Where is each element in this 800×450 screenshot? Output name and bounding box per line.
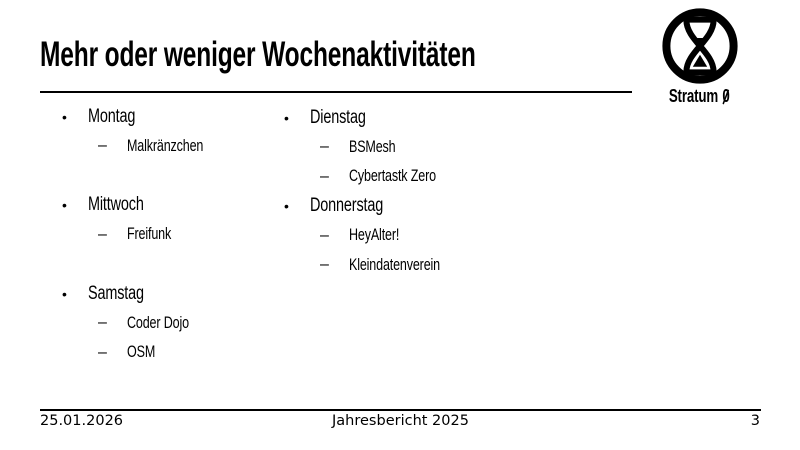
day-label: Mittwoch: [88, 194, 144, 216]
day-item-samstag: • Samstag: [58, 279, 283, 309]
day-label: Donnerstag: [310, 195, 384, 217]
footer-title: Jahresbericht 2025: [332, 413, 469, 429]
blank-line: [58, 250, 283, 280]
page-title: Mehr oder weniger Wochenaktivitäten: [40, 36, 663, 74]
title-underline: [40, 91, 632, 94]
slashed-zero-glyph: 0: [722, 86, 731, 106]
activity-item-malkraenzchen: – Malkränzchen: [58, 132, 283, 162]
dash-icon: –: [98, 343, 107, 361]
blank-line: [58, 161, 283, 191]
bullet-icon: •: [284, 109, 289, 126]
day-item-montag: • Montag: [58, 102, 283, 132]
hourglass-icon: [658, 6, 742, 86]
dash-icon: –: [320, 167, 329, 185]
page-title-text: Mehr oder weniger Wochenaktivitäten: [40, 35, 476, 74]
activity-item-cybertastk-zero: – Cybertastk Zero: [280, 162, 505, 192]
day-label: Samstag: [88, 282, 144, 304]
dash-icon: –: [98, 225, 107, 243]
day-item-dienstag: • Dienstag: [280, 103, 505, 133]
dash-icon: –: [320, 226, 329, 244]
wordmark-text: Stratum: [669, 86, 719, 106]
day-label: Dienstag: [310, 106, 366, 128]
activity-item-bsmesh: – BSMesh: [280, 133, 505, 163]
outline-left-column: • Montag – Malkränzchen • Mittwoch – Fre…: [58, 102, 283, 368]
footer-divider: [40, 409, 761, 411]
day-item-mittwoch: • Mittwoch: [58, 191, 283, 221]
bullet-icon: •: [284, 198, 289, 215]
day-item-donnerstag: • Donnerstag: [280, 192, 505, 222]
activity-item-coder-dojo: – Coder Dojo: [58, 309, 283, 339]
activity-item-heyalter: – HeyAlter!: [280, 221, 505, 251]
activity-label: Freifunk: [127, 225, 172, 244]
stratum0-logo: Stratum 0: [658, 6, 742, 107]
activity-label: BSMesh: [349, 137, 396, 156]
activity-item-freifunk: – Freifunk: [58, 220, 283, 250]
activity-item-kleindatenverein: – Kleindatenverein: [280, 251, 505, 281]
dash-icon: –: [320, 138, 329, 156]
bullet-icon: •: [62, 197, 67, 214]
page-number: 3: [750, 413, 760, 429]
day-label: Montag: [88, 105, 136, 127]
outline-right-column: • Dienstag – BSMesh – Cybertastk Zero • …: [280, 103, 505, 280]
stratum0-wordmark: Stratum 0: [658, 86, 742, 107]
activity-item-osm: – OSM: [58, 338, 283, 368]
dash-icon: –: [98, 314, 107, 332]
activity-label: Malkränzchen: [127, 136, 204, 155]
activity-label: OSM: [127, 343, 156, 362]
footer-date: 25.01.2026: [40, 413, 124, 429]
activity-label: Cybertastk Zero: [349, 167, 436, 186]
dash-icon: –: [98, 137, 107, 155]
bullet-icon: •: [62, 108, 67, 125]
activity-label: Coder Dojo: [127, 313, 189, 332]
bullet-icon: •: [62, 285, 67, 302]
activity-label: Kleindatenverein: [349, 255, 440, 274]
dash-icon: –: [320, 256, 329, 274]
activity-label: HeyAlter!: [349, 226, 400, 245]
